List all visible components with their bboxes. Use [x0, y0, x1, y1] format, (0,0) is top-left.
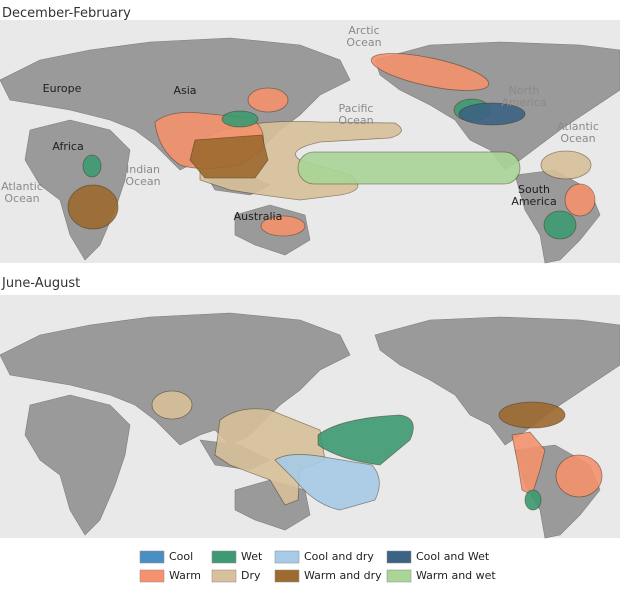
legend-swatch: [274, 550, 300, 564]
impact-region: [498, 401, 566, 429]
place-label: Ocean: [346, 36, 381, 49]
legend-label: Warm and dry: [304, 569, 382, 582]
legend-label: Cool: [169, 550, 193, 563]
legend-swatch: [274, 569, 300, 583]
place-label: North: [509, 84, 540, 97]
place-label: Asia: [173, 84, 196, 97]
impact-region: [260, 215, 306, 237]
place-label: Atlantic: [557, 120, 599, 133]
impact-region: [189, 134, 269, 179]
impact-region: [67, 184, 119, 230]
place-label: America: [501, 96, 546, 109]
impact-region: [458, 102, 526, 126]
impact-region: [274, 454, 380, 511]
impact-region: [511, 431, 546, 496]
place-label: Europe: [43, 82, 82, 95]
impact-region: [555, 454, 603, 498]
impact-regions: [67, 53, 596, 240]
impact-region: [524, 489, 542, 511]
place-label: Ocean: [560, 132, 595, 145]
legend-label: Warm and wet: [416, 569, 496, 582]
legend-label: Wet: [241, 550, 263, 563]
panel-title: December-February: [2, 6, 131, 21]
legend-label: Cool and Wet: [416, 550, 490, 563]
impact-region: [297, 151, 521, 185]
impact-region: [543, 210, 577, 240]
place-label: Arctic: [348, 24, 379, 37]
place-label: South: [518, 183, 550, 196]
legend-label: Cool and dry: [304, 550, 374, 563]
place-label: Australia: [234, 210, 283, 223]
legend-swatch: [211, 569, 237, 583]
legend: Cool Warm Wet Dry Cool and dry Warm and dry Co…: [139, 550, 496, 583]
impact-region: [82, 154, 102, 178]
impact-region: [540, 150, 592, 180]
place-label: Ocean: [4, 192, 39, 205]
legend-label: Dry: [241, 569, 261, 582]
legend-swatch: [211, 550, 237, 564]
place-label: Indian: [126, 163, 160, 176]
impact-regions: [151, 390, 603, 511]
place-label: Ocean: [125, 175, 160, 188]
impact-region: [221, 110, 259, 128]
impact-region: [247, 87, 289, 113]
legend-swatch: [386, 569, 412, 583]
place-label: Ocean: [338, 114, 373, 127]
impact-region: [370, 53, 490, 91]
legend-label: Warm: [169, 569, 201, 582]
legend-swatch: [139, 550, 165, 564]
place-label: Pacific: [339, 102, 374, 115]
legend-swatch: [386, 550, 412, 564]
impact-region: [151, 390, 193, 420]
place-label: America: [511, 195, 556, 208]
place-label: Atlantic: [1, 180, 43, 193]
legend-swatch: [139, 569, 165, 583]
impact-region: [317, 414, 414, 466]
panel-title: June-August: [1, 276, 80, 291]
impact-region: [564, 183, 596, 217]
place-label: Africa: [52, 140, 83, 153]
